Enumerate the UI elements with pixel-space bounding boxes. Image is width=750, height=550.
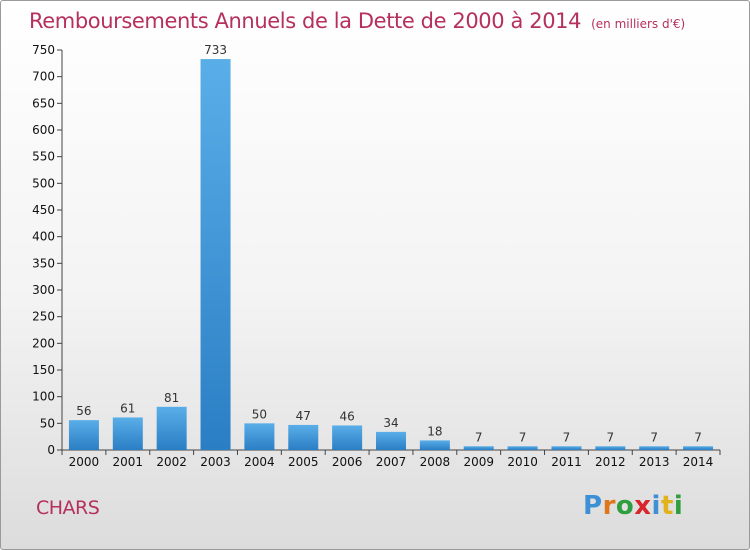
y-tick-label: 500 xyxy=(32,176,55,190)
y-tick-label: 150 xyxy=(32,363,55,377)
data-label: 18 xyxy=(427,424,442,438)
bar[interactable] xyxy=(595,446,626,450)
bar[interactable] xyxy=(683,446,714,450)
y-tick-label: 50 xyxy=(40,416,55,430)
x-tick-label: 2006 xyxy=(332,455,363,469)
logo-letter: i xyxy=(651,491,661,521)
logo-letter: o xyxy=(615,491,635,521)
y-tick-label: 450 xyxy=(32,203,55,217)
data-label: 7 xyxy=(650,430,658,444)
bar[interactable] xyxy=(463,446,494,450)
x-tick-label: 2012 xyxy=(595,455,626,469)
chart-unit-label: (en milliers d'€) xyxy=(591,17,686,31)
data-label: 46 xyxy=(339,409,354,423)
bar[interactable] xyxy=(507,446,538,450)
data-label: 61 xyxy=(120,401,135,415)
data-label: 7 xyxy=(694,430,702,444)
y-tick-label: 250 xyxy=(32,310,55,324)
bar[interactable] xyxy=(332,425,363,450)
data-label: 47 xyxy=(296,409,311,423)
x-tick-label: 2008 xyxy=(420,455,451,469)
bar[interactable] xyxy=(112,417,143,450)
bar[interactable] xyxy=(156,406,187,450)
logo-letter: t xyxy=(660,491,674,521)
y-tick-label: 350 xyxy=(32,256,55,270)
data-label: 7 xyxy=(607,430,615,444)
x-tick-label: 2003 xyxy=(200,455,231,469)
x-tick-label: 2000 xyxy=(69,455,100,469)
logo-letter: r xyxy=(602,491,616,521)
data-label: 733 xyxy=(204,43,227,57)
data-label: 81 xyxy=(164,391,179,405)
y-tick-label: 600 xyxy=(32,123,55,137)
x-tick-label: 2004 xyxy=(244,455,275,469)
data-label: 34 xyxy=(383,416,398,430)
logo-letter: P xyxy=(583,491,603,521)
y-tick-label: 700 xyxy=(32,70,55,84)
bar[interactable] xyxy=(639,446,670,450)
data-label: 50 xyxy=(252,407,267,421)
y-tick-label: 200 xyxy=(32,336,55,350)
x-tick-label: 2011 xyxy=(551,455,582,469)
bar[interactable] xyxy=(551,446,582,450)
y-tick-label: 0 xyxy=(47,443,55,457)
bar[interactable] xyxy=(419,440,450,450)
x-tick-label: 2009 xyxy=(463,455,494,469)
x-tick-label: 2002 xyxy=(156,455,187,469)
logo-letter: x xyxy=(634,491,652,521)
y-tick-label: 400 xyxy=(32,230,55,244)
data-label: 7 xyxy=(563,430,571,444)
data-label: 7 xyxy=(519,430,527,444)
data-label: 7 xyxy=(475,430,483,444)
bar[interactable] xyxy=(376,431,406,450)
commune-name: CHARS xyxy=(36,497,100,519)
y-tick-label: 750 xyxy=(32,43,55,57)
y-tick-label: 650 xyxy=(32,96,55,110)
y-tick-label: 100 xyxy=(32,390,55,404)
x-tick-label: 2007 xyxy=(376,455,407,469)
x-tick-label: 2005 xyxy=(288,455,319,469)
bar[interactable] xyxy=(244,423,275,450)
x-tick-label: 2014 xyxy=(683,455,714,469)
x-tick-label: 2013 xyxy=(639,455,670,469)
x-tick-label: 2010 xyxy=(507,455,538,469)
x-tick-label: 2001 xyxy=(113,455,144,469)
logo-letter: i xyxy=(673,491,684,521)
chart-title-text: Remboursements Annuels de la Dette de 20… xyxy=(29,9,582,33)
bar[interactable] xyxy=(200,59,231,451)
chart-title: Remboursements Annuels de la Dette de 20… xyxy=(29,9,685,33)
y-tick-label: 300 xyxy=(32,283,55,297)
bar[interactable] xyxy=(288,424,319,450)
data-label: 56 xyxy=(76,404,91,418)
bar[interactable] xyxy=(68,420,99,450)
y-tick-label: 550 xyxy=(32,150,55,164)
proxiti-logo[interactable]: Proxiti xyxy=(583,491,683,521)
